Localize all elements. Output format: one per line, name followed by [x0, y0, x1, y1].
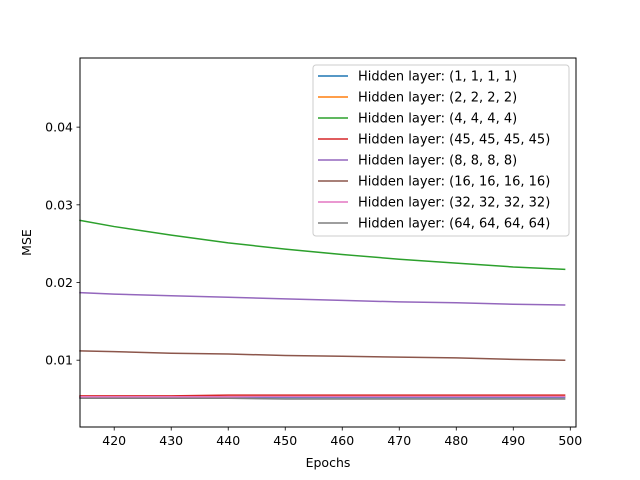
y-tick-label: 0.04: [45, 120, 73, 135]
legend-frame: [312, 64, 570, 237]
legend-label-1: Hidden layer: (1, 1, 1, 1): [358, 70, 517, 85]
x-tick-label: 500: [558, 433, 582, 448]
series-line-4: [79, 394, 566, 397]
series-line-3: [79, 219, 566, 271]
legend-label-4: Hidden layer: (45, 45, 45, 45): [358, 133, 550, 148]
y-axis-label: MSE: [19, 229, 34, 256]
x-tick-label: 450: [273, 433, 297, 448]
x-tick-label: 430: [159, 433, 183, 448]
series-line-8: [79, 397, 566, 400]
y-tick-label: 0.02: [45, 275, 73, 290]
x-tick-label: 420: [102, 433, 126, 448]
x-tick-label: 480: [444, 433, 468, 448]
legend-label-3: Hidden layer: (4, 4, 4, 4): [358, 112, 517, 127]
axes-frame: [79, 57, 577, 428]
x-axis-ticks: 420 430 440 450 460 470 480 490 500: [102, 427, 582, 448]
x-tick-label: 470: [387, 433, 411, 448]
x-tick-label: 490: [501, 433, 525, 448]
legend-label-8: Hidden layer: (64, 64, 64, 64): [358, 217, 550, 232]
legend-label-5: Hidden layer: (8, 8, 8, 8): [358, 154, 517, 169]
legend: Hidden layer: (1, 1, 1, 1) Hidden layer: …: [312, 64, 570, 237]
legend-label-6: Hidden layer: (16, 16, 16, 16): [358, 175, 550, 190]
y-tick-label: 0.03: [45, 197, 73, 212]
legend-label-7: Hidden layer: (32, 32, 32, 32): [358, 196, 550, 211]
x-axis-label: Epochs: [306, 455, 351, 470]
series-line-6: [79, 350, 566, 361]
y-tick-label: 0.01: [45, 353, 73, 368]
y-axis-ticks: 0.01 0.02 0.03 0.04: [45, 120, 80, 368]
series-layer: [79, 219, 566, 400]
series-line-5: [79, 291, 566, 306]
x-tick-label: 440: [216, 433, 240, 448]
legend-label-2: Hidden layer: (2, 2, 2, 2): [358, 91, 517, 106]
x-tick-label: 460: [330, 433, 354, 448]
